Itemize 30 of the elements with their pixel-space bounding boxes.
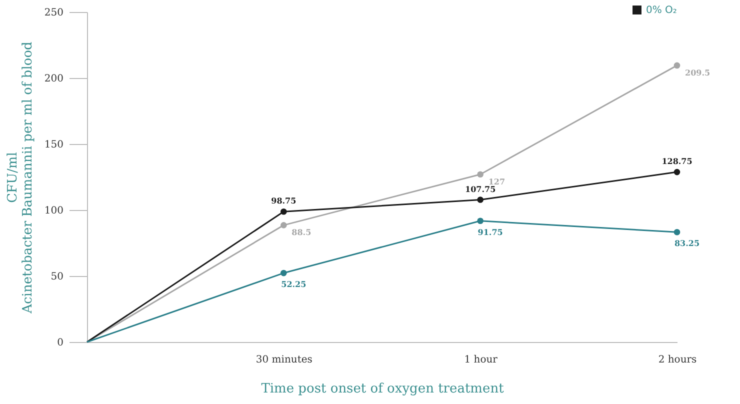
data-label: 127 [488, 176, 506, 186]
y-axis-title: CFU/ml Acinetobacter Baumannii per ml of blood [5, 42, 36, 314]
y-tick-label: 200 [44, 74, 64, 84]
point [477, 171, 484, 178]
data-label: 88.5 [292, 227, 312, 238]
legend-label: 0% O₂ [646, 5, 677, 16]
x-tick-label: 1 hour [464, 354, 498, 366]
point [674, 168, 680, 176]
point [280, 222, 287, 228]
y-tick-label: 100 [44, 206, 64, 216]
data-label: 83.25 [674, 238, 700, 248]
data-label: 52.25 [281, 279, 306, 290]
y-tick-label: 250 [44, 8, 64, 18]
x-tick-label: 2 hours [658, 354, 697, 366]
point [477, 218, 484, 224]
data-label: 98.75 [271, 196, 296, 206]
y-tick-label: 150 [44, 140, 64, 150]
point [674, 62, 680, 69]
point [280, 208, 287, 215]
point [674, 228, 680, 236]
y-tick-label: 0 [57, 338, 64, 348]
data-label: 209.5 [685, 67, 710, 78]
x-tick-label: 30 minutes [256, 354, 312, 366]
data-label: 107.75 [465, 184, 496, 194]
x-axis-title: Time post onset of oxygen treatment [261, 382, 505, 396]
point [280, 270, 287, 276]
data-label: 91.75 [478, 226, 503, 237]
data-label: 128.75 [662, 156, 692, 166]
y-tick-label: 50 [50, 272, 64, 282]
point [477, 196, 484, 203]
